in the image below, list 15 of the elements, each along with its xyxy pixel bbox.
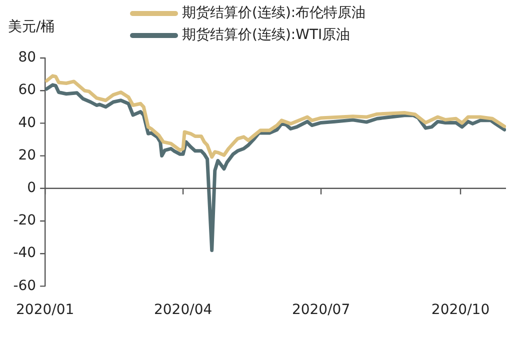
y-tick-label: -60 xyxy=(13,278,36,294)
x-tick-label: 2020/10 xyxy=(431,302,490,318)
x-tick-label: 2020/07 xyxy=(292,302,350,318)
y-tick-label: 20 xyxy=(18,147,36,164)
y-tick-label: 60 xyxy=(18,82,36,98)
y-tick-label: 0 xyxy=(27,180,36,196)
legend-label: 期货结算价(连续):WTI原油 xyxy=(182,26,350,44)
y-tick-label: -40 xyxy=(13,245,36,262)
y-tick-label: 40 xyxy=(18,114,36,131)
x-tick-label: 2020/04 xyxy=(154,302,212,318)
legend-label: 期货结算价(连续):布伦特原油 xyxy=(182,4,366,22)
y-tick-label: 80 xyxy=(18,50,36,66)
x-tick-label: 2020/01 xyxy=(16,302,74,318)
y-tick-label: -20 xyxy=(13,212,36,229)
y-axis-title: 美元/桶 xyxy=(8,18,55,36)
